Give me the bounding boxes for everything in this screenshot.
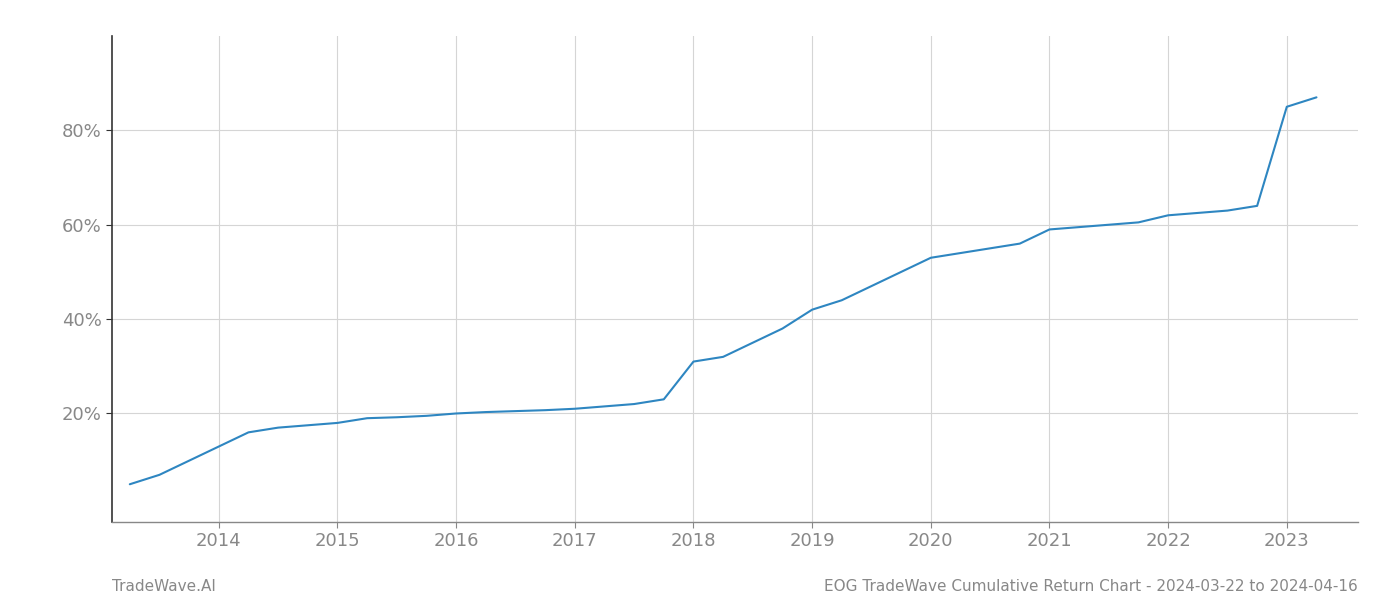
Text: TradeWave.AI: TradeWave.AI xyxy=(112,579,216,594)
Text: EOG TradeWave Cumulative Return Chart - 2024-03-22 to 2024-04-16: EOG TradeWave Cumulative Return Chart - … xyxy=(825,579,1358,594)
